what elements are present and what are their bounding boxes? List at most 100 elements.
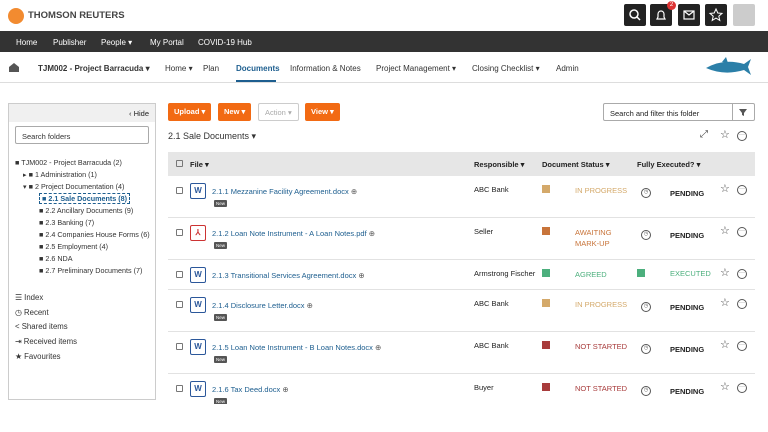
nav-tab[interactable]: Project Management ▾ (376, 64, 457, 73)
file-name[interactable]: 2.1.2 Loan Note Instrument - A Loan Note… (212, 229, 376, 238)
nav-item[interactable]: COVID-19 Hub (198, 38, 252, 47)
row-star[interactable]: ☆ (720, 267, 730, 279)
row-checkbox[interactable] (176, 343, 183, 350)
search-button[interactable] (624, 4, 646, 26)
favourites-button[interactable] (705, 4, 727, 26)
notifications-button[interactable] (650, 4, 672, 26)
folder-label[interactable]: 2.6 NDA (45, 254, 73, 263)
row-more[interactable]: ··· (737, 383, 747, 393)
status: IN PROGRESS (575, 300, 628, 309)
breadcrumb-bar: TJM002 - Project Barracuda ▾ Home ▾ Plan Do… (0, 52, 768, 83)
folder-label[interactable]: TJM002 - Project Barracuda (2) (21, 158, 122, 167)
filter-placeholder[interactable]: Search and filter this folder (610, 109, 700, 118)
row-star[interactable]: ☆ (720, 183, 730, 195)
select-all[interactable] (176, 160, 183, 167)
status-swatch (542, 227, 550, 235)
project-crumb[interactable]: TJM002 - Project Barracuda ▾ (38, 64, 150, 73)
sidebar-link[interactable]: ◷ Recent (15, 307, 49, 317)
sidebar-link[interactable]: < Shared items (15, 322, 68, 332)
toolbar-button[interactable]: New ▾ (218, 103, 252, 121)
toolbar-button[interactable]: Upload ▾ (168, 103, 212, 121)
column-header[interactable]: Fully Executed? ▾ (637, 160, 701, 169)
folder-item[interactable]: ■ 2.5 Employment (4) (39, 242, 109, 251)
folder-item[interactable]: ■ TJM002 - Project Barracuda (2) (15, 158, 122, 167)
avatar[interactable] (733, 4, 755, 26)
nav-tab[interactable]: Information & Notes (290, 64, 361, 73)
row-checkbox[interactable] (176, 187, 183, 194)
nav-tab[interactable]: Admin (556, 64, 579, 73)
folder-label[interactable]: 2.2 Ancillary Documents (9) (45, 206, 134, 215)
folder-label[interactable]: 2.5 Employment (4) (45, 242, 109, 251)
nav-tab[interactable]: Closing Checklist ▾ (472, 64, 540, 73)
toolbar-button[interactable]: Action ▾ (258, 103, 299, 121)
link-label[interactable]: Index (24, 293, 44, 302)
nav-item[interactable]: My Portal (150, 38, 184, 47)
folder-item[interactable]: ■ 2.4 Companies House Forms (6) (39, 230, 150, 239)
row-checkbox[interactable] (176, 301, 183, 308)
home-icon[interactable] (8, 62, 20, 72)
row-more[interactable]: ··· (737, 269, 747, 279)
file-name[interactable]: 2.1.4 Disclosure Letter.docx ⊕ (212, 301, 313, 310)
folder-item[interactable]: ■ 2.1 Sale Documents (8) (39, 193, 131, 204)
row-checkbox[interactable] (176, 385, 183, 392)
link-label[interactable]: Favourites (24, 351, 61, 360)
nav-tab[interactable]: Plan (203, 64, 220, 73)
folder-item[interactable]: ■ 2.6 NDA (39, 254, 73, 263)
folder-item[interactable]: ▸ ■ 1 Administration (1) (23, 170, 97, 179)
clock-icon: ◷ (641, 302, 651, 312)
sidebar-link[interactable]: ⇥ Received items (15, 337, 78, 347)
link-label[interactable]: Recent (23, 307, 49, 317)
row-checkbox[interactable] (176, 271, 183, 278)
folder-item[interactable]: ■ 2.2 Ancillary Documents (9) (39, 206, 134, 215)
expand-icon[interactable]: ⤢ (700, 129, 708, 140)
folder-item[interactable]: ■ 2.3 Banking (7) (39, 218, 95, 227)
messages-button[interactable] (678, 4, 700, 26)
row-divider (168, 331, 755, 332)
row-star[interactable]: ☆ (720, 339, 730, 351)
column-header[interactable]: File ▾ (190, 160, 209, 169)
column-header[interactable]: Responsible ▾ (474, 160, 525, 169)
folder-item[interactable]: ■ 2.7 Preliminary Documents (7) (39, 266, 143, 275)
row-more[interactable]: ··· (737, 185, 747, 195)
row-more[interactable]: ··· (737, 341, 747, 351)
row-star[interactable]: ☆ (720, 381, 730, 393)
status-swatch (542, 185, 550, 193)
nav-item[interactable]: Publisher (53, 38, 87, 47)
file-name[interactable]: 2.1.3 Transitional Services Agreement.do… (212, 271, 365, 280)
folder-label[interactable]: 1 Administration (1) (34, 170, 97, 179)
nav-tab[interactable]: Documents (236, 64, 280, 73)
nav-item[interactable]: People ▾ (101, 38, 133, 47)
folder-label[interactable]: 2.4 Companies House Forms (6) (45, 230, 150, 239)
file-name[interactable]: 2.1.1 Mezzanine Facility Agreement.docx … (212, 187, 358, 196)
sidebar-link[interactable]: ★ Favourites (15, 351, 61, 360)
folder-more[interactable]: ··· (737, 131, 747, 141)
link-label[interactable]: Shared items (21, 322, 68, 332)
status: AWAITING MARK-UP (575, 228, 612, 248)
row-star[interactable]: ☆ (720, 297, 730, 309)
sidebar-link[interactable]: ☰ Index (15, 293, 44, 302)
column-header[interactable]: Document Status ▾ (542, 160, 610, 169)
folder-label[interactable]: 2.1 Sale Documents (8) (48, 194, 128, 203)
link-label[interactable]: Received items (23, 337, 78, 347)
row-more[interactable]: ··· (737, 227, 747, 237)
folder-label[interactable]: 2.3 Banking (7) (45, 218, 95, 227)
row-checkbox[interactable] (176, 229, 183, 236)
folder-search[interactable]: Search folders (15, 126, 149, 144)
folder-star[interactable]: ☆ (720, 129, 730, 141)
folder-label[interactable]: 2.7 Preliminary Documents (7) (45, 266, 143, 275)
filter-search[interactable]: Search and filter this folder (603, 103, 755, 121)
responsible: Seller (474, 227, 494, 236)
hide-button[interactable]: ‹ Hide (128, 109, 149, 118)
nav-item[interactable]: Home (16, 38, 38, 47)
row-star[interactable]: ☆ (720, 225, 730, 237)
toolbar-button[interactable]: View ▾ (305, 103, 340, 121)
folder-item[interactable]: ▾ ■ 2 Project Documentation (4) (23, 182, 125, 191)
row-more[interactable]: ··· (737, 299, 747, 309)
status: NOT STARTED (575, 342, 628, 351)
file-name[interactable]: 2.1.5 Loan Note Instrument - B Loan Note… (212, 343, 382, 352)
hide-label[interactable]: Hide (133, 109, 149, 118)
file-name[interactable]: 2.1.6 Tax Deed.docx ⊕ (212, 385, 289, 394)
folder-label[interactable]: 2 Project Documentation (4) (34, 182, 125, 191)
nav-tab[interactable]: Home ▾ (165, 64, 193, 73)
